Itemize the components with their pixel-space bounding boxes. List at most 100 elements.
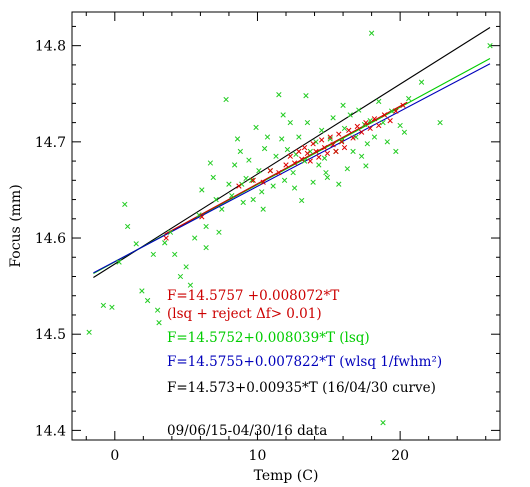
green-data-point bbox=[279, 136, 285, 142]
red-data-point bbox=[341, 144, 348, 151]
green-data-point bbox=[310, 179, 316, 185]
green-data-point bbox=[264, 134, 271, 140]
red-data-point bbox=[381, 112, 388, 118]
red-data-point bbox=[358, 129, 365, 135]
green-data-point bbox=[284, 146, 291, 153]
green-data-point bbox=[304, 119, 311, 126]
red-data-point bbox=[276, 169, 282, 176]
red-data-point bbox=[400, 102, 406, 108]
y-tick-label: 14.8 bbox=[35, 39, 66, 55]
green-data-point bbox=[368, 30, 375, 36]
annotation-green-fit: F=14.5752+0.008039*T (lsq) bbox=[167, 330, 370, 346]
green-data-point bbox=[437, 119, 443, 126]
green-data-point bbox=[260, 206, 266, 212]
red-data-point bbox=[350, 135, 356, 141]
red-data-point bbox=[287, 153, 293, 159]
red-data-point bbox=[267, 168, 273, 174]
red-data-point bbox=[367, 125, 373, 132]
green-data-point bbox=[240, 199, 246, 206]
green-data-point bbox=[154, 307, 161, 313]
green-data-point bbox=[330, 115, 336, 121]
y-tick-label: 14.6 bbox=[35, 231, 66, 247]
red-data-point bbox=[163, 235, 169, 241]
green-data-point bbox=[340, 102, 346, 108]
red-data-point bbox=[301, 144, 308, 151]
fit-lines bbox=[93, 27, 491, 278]
green-data-point bbox=[281, 177, 288, 183]
green-data-point bbox=[353, 134, 359, 140]
fit-line bbox=[93, 27, 491, 278]
red-data-point bbox=[376, 122, 382, 129]
green-data-point bbox=[393, 148, 399, 155]
red-data-point bbox=[354, 123, 360, 130]
fit-line bbox=[93, 63, 491, 274]
green-data-point bbox=[303, 93, 309, 99]
red-data-point bbox=[283, 162, 289, 168]
red-data-point bbox=[336, 131, 342, 137]
green-data-point bbox=[243, 175, 249, 182]
green-data-point bbox=[100, 302, 107, 309]
green-data-point bbox=[124, 223, 131, 230]
red-data-point bbox=[327, 134, 333, 140]
red-data-point bbox=[250, 177, 256, 183]
green-data-point bbox=[299, 197, 305, 204]
red-data-point bbox=[371, 116, 378, 122]
green-data-point bbox=[192, 235, 198, 241]
green-data-point bbox=[226, 181, 232, 187]
red-data-point bbox=[346, 127, 352, 133]
green-data-point bbox=[270, 183, 276, 189]
green-data-point bbox=[259, 189, 265, 195]
green-data-point bbox=[376, 98, 382, 105]
red-data-point bbox=[236, 183, 242, 189]
green-data-points bbox=[86, 30, 493, 426]
green-data-point bbox=[276, 92, 282, 98]
green-data-point bbox=[203, 223, 209, 230]
green-data-point bbox=[336, 181, 342, 187]
green-data-point bbox=[347, 112, 353, 118]
green-data-point bbox=[316, 162, 322, 168]
annotation-black-fit: F=14.573+0.00935*T (16/04/30 curve) bbox=[167, 380, 436, 396]
green-data-point bbox=[364, 141, 370, 147]
annotation-data-range: 09/06/15-04/30/16 data bbox=[167, 423, 327, 439]
green-data-point bbox=[249, 177, 255, 183]
y-tick-label: 14.5 bbox=[35, 327, 66, 343]
red-data-points bbox=[163, 102, 406, 241]
green-data-point bbox=[367, 118, 373, 124]
annotation-red-fit-note: (lsq + reject Δf> 0.01) bbox=[167, 306, 322, 322]
green-data-point bbox=[172, 251, 178, 258]
red-data-point bbox=[387, 118, 393, 124]
green-data-point bbox=[210, 174, 216, 181]
green-data-point bbox=[196, 212, 202, 218]
green-data-point bbox=[239, 181, 245, 187]
red-data-point bbox=[299, 156, 305, 162]
green-data-point bbox=[341, 125, 348, 132]
green-data-point bbox=[291, 185, 298, 191]
plot-frame bbox=[71, 11, 501, 441]
green-data-point bbox=[133, 241, 139, 247]
green-data-point bbox=[324, 174, 331, 181]
red-data-point bbox=[319, 137, 325, 143]
red-data-point bbox=[310, 141, 316, 147]
red-data-point bbox=[324, 150, 331, 157]
green-data-point bbox=[280, 112, 286, 118]
green-data-point bbox=[86, 329, 92, 335]
green-data-point bbox=[237, 148, 244, 155]
red-data-point bbox=[291, 160, 298, 166]
annotation-blue-fit: F=14.5755+0.007822*T (wlsq 1/fwhm²) bbox=[167, 354, 442, 370]
red-data-point bbox=[330, 142, 336, 148]
green-data-point bbox=[338, 138, 345, 144]
green-data-point bbox=[144, 297, 151, 304]
green-data-point bbox=[380, 119, 386, 126]
green-data-point bbox=[216, 229, 222, 235]
green-data-point bbox=[307, 148, 313, 155]
green-data-point bbox=[162, 240, 168, 246]
green-data-point bbox=[384, 139, 390, 145]
green-data-point bbox=[380, 420, 386, 426]
x-tick-label: 10 bbox=[249, 448, 267, 464]
green-data-point bbox=[323, 169, 329, 176]
green-data-point bbox=[327, 136, 333, 142]
green-data-point bbox=[418, 79, 425, 85]
green-data-point bbox=[199, 187, 205, 193]
green-data-point bbox=[183, 264, 189, 270]
green-data-point bbox=[253, 124, 259, 131]
